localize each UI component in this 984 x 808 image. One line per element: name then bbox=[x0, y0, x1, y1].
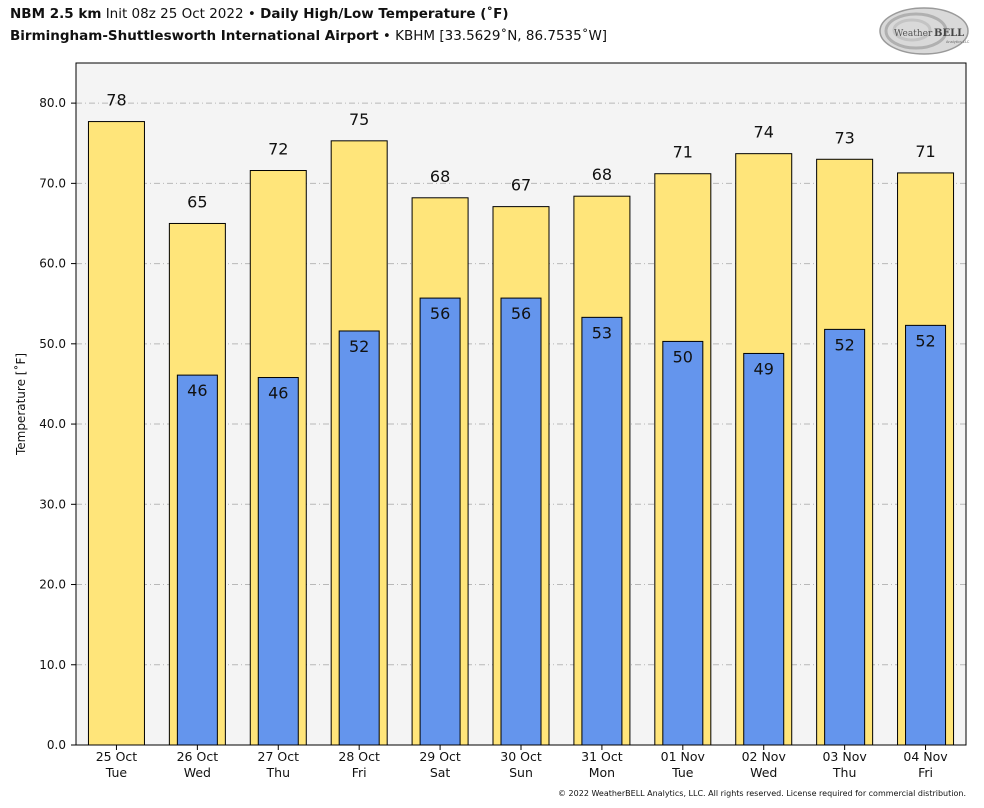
x-tick-day: Thu bbox=[832, 765, 856, 780]
high-temp-label: 67 bbox=[511, 176, 531, 195]
high-temp-label: 71 bbox=[673, 143, 693, 162]
low-temp-label: 50 bbox=[673, 347, 693, 366]
high-temp-label: 72 bbox=[268, 140, 288, 159]
weatherbell-logo: Weather BELL Analytics LLC bbox=[879, 7, 970, 55]
y-tick-label: 60.0 bbox=[39, 257, 66, 271]
low-temp-bar bbox=[338, 330, 380, 746]
low-temp-label: 56 bbox=[511, 304, 531, 323]
low-temp-bar bbox=[419, 297, 461, 746]
x-tick-date: 02 Nov bbox=[742, 749, 787, 764]
logo-word-bell: BELL bbox=[934, 28, 964, 39]
x-tick-date: 28 Oct bbox=[338, 749, 380, 764]
high-temp-label: 75 bbox=[349, 110, 369, 129]
x-tick-date: 26 Oct bbox=[177, 749, 219, 764]
y-tick-label: 30.0 bbox=[39, 497, 66, 511]
low-temp-bar bbox=[581, 316, 623, 746]
y-tick-label: 10.0 bbox=[39, 658, 66, 672]
x-tick-day: Wed bbox=[184, 765, 211, 780]
high-temp-label: 74 bbox=[754, 123, 774, 142]
x-tick-day: Fri bbox=[918, 765, 933, 780]
x-tick-day: Thu bbox=[266, 765, 290, 780]
low-temp-bar bbox=[743, 352, 785, 746]
y-tick-label: 20.0 bbox=[39, 578, 66, 592]
x-tick-date: 31 Oct bbox=[581, 749, 623, 764]
x-tick-date: 29 Oct bbox=[419, 749, 461, 764]
x-tick-date: 30 Oct bbox=[500, 749, 542, 764]
low-temp-label: 52 bbox=[834, 335, 854, 354]
init-time: Init 08z 25 Oct 2022 bbox=[105, 6, 244, 22]
low-temp-bar bbox=[824, 328, 866, 746]
chart-title-line-2: Birmingham-Shuttlesworth International A… bbox=[10, 28, 607, 44]
station-name: Birmingham-Shuttlesworth International A… bbox=[10, 28, 379, 44]
x-tick-date: 25 Oct bbox=[96, 749, 138, 764]
x-tick-date: 03 Nov bbox=[822, 749, 867, 764]
x-tick-day: Tue bbox=[671, 765, 694, 780]
low-temp-bar bbox=[176, 374, 218, 746]
y-tick-label: 0.0 bbox=[47, 738, 66, 752]
station-bullet: • bbox=[382, 28, 391, 44]
x-tick-date: 04 Nov bbox=[903, 749, 948, 764]
low-temp-label: 52 bbox=[915, 331, 935, 350]
x-tick-date: 27 Oct bbox=[258, 749, 300, 764]
high-temp-label: 73 bbox=[834, 128, 854, 147]
y-tick-label: 50.0 bbox=[39, 337, 66, 351]
low-temp-label: 56 bbox=[430, 304, 450, 323]
x-tick-date: 01 Nov bbox=[661, 749, 706, 764]
low-temp-label: 49 bbox=[754, 359, 774, 378]
y-axis-label: Temperature [˚F] bbox=[13, 353, 28, 456]
plot-frame bbox=[75, 62, 967, 746]
low-temp-bar bbox=[500, 297, 542, 746]
y-tick-label: 40.0 bbox=[39, 417, 66, 431]
logo-word-weather: Weather bbox=[894, 29, 933, 39]
high-temp-label: 71 bbox=[915, 142, 935, 161]
high-temp-label: 78 bbox=[106, 91, 126, 110]
chart-title-line-1: NBM 2.5 km Init 08z 25 Oct 2022 • Daily … bbox=[10, 6, 509, 22]
y-tick-label: 70.0 bbox=[39, 176, 66, 190]
low-temp-label: 53 bbox=[592, 323, 612, 342]
x-tick-day: Sat bbox=[430, 765, 451, 780]
high-temp-bar bbox=[87, 121, 145, 746]
product-name: Daily High/Low Temperature (˚F) bbox=[260, 6, 509, 22]
x-tick-day: Fri bbox=[352, 765, 367, 780]
copyright-notice: © 2022 WeatherBELL Analytics, LLC. All r… bbox=[558, 789, 966, 798]
low-temp-label: 46 bbox=[268, 384, 288, 403]
title-bullet: • bbox=[247, 6, 256, 22]
low-temp-label: 46 bbox=[187, 381, 207, 400]
logo-subtext: Analytics LLC bbox=[946, 40, 970, 44]
low-temp-label: 52 bbox=[349, 337, 369, 356]
low-temp-bar bbox=[662, 340, 704, 746]
high-temp-label: 68 bbox=[430, 167, 450, 186]
station-id: KBHM [33.5629˚N, 86.7535˚W] bbox=[395, 28, 608, 44]
high-temp-label: 65 bbox=[187, 192, 207, 211]
x-tick-day: Tue bbox=[105, 765, 128, 780]
x-tick-day: Wed bbox=[750, 765, 777, 780]
low-temp-bar bbox=[257, 377, 299, 746]
model-name: NBM 2.5 km bbox=[10, 6, 102, 22]
x-tick-day: Mon bbox=[589, 765, 615, 780]
high-temp-label: 68 bbox=[592, 165, 612, 184]
y-tick-label: 80.0 bbox=[39, 96, 66, 110]
x-tick-day: Sun bbox=[509, 765, 533, 780]
low-temp-bar bbox=[905, 324, 947, 746]
